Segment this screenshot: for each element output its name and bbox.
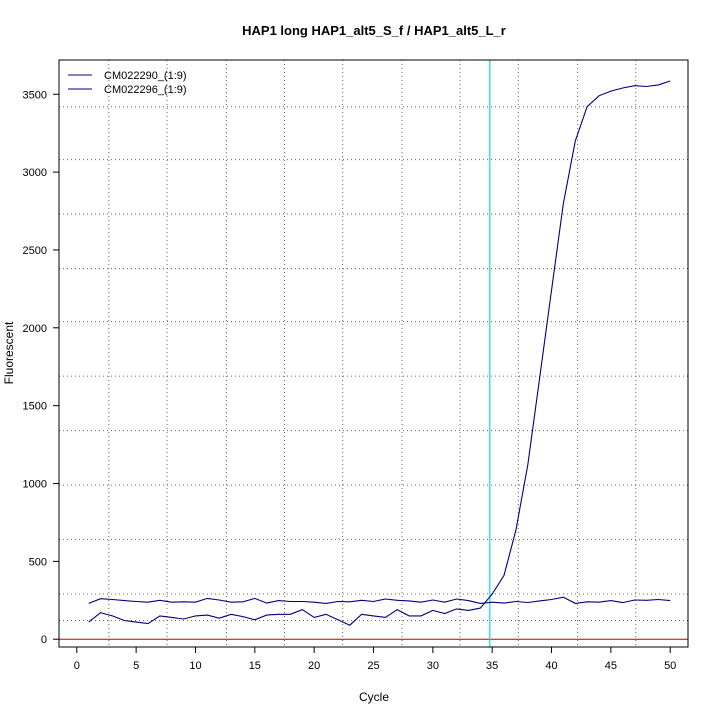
y-axis: 0 500 1000 1500 2000 2500 3000 3500 (23, 89, 59, 646)
y-tick-label: 3000 (23, 167, 47, 179)
x-axis: 0 5 10 15 20 25 30 35 40 45 50 (74, 647, 676, 672)
legend: CM022290_(1:9) CM022296_(1:9) (68, 70, 187, 96)
series-line-1 (88, 596, 671, 604)
x-tick-label: 10 (189, 660, 201, 672)
chart-title: HAP1 long HAP1_alt5_S_f / HAP1_alt5_L_r (242, 23, 506, 38)
y-tick-label: 1000 (23, 479, 47, 491)
x-tick-label: 40 (545, 660, 557, 672)
y-tick-label: 0 (41, 634, 47, 646)
legend-label: CM022290_(1:9) (104, 70, 187, 82)
grid-layer (59, 60, 688, 647)
x-tick-label: 45 (605, 660, 617, 672)
y-tick-label: 2500 (23, 245, 47, 257)
plot-frame (58, 59, 689, 648)
y-tick-label: 3500 (23, 89, 47, 101)
y-tick-label: 1500 (23, 401, 47, 413)
x-tick-label: 35 (486, 660, 498, 672)
series-line-2 (88, 80, 671, 626)
series-layer (88, 80, 671, 626)
legend-label: CM022296_(1:9) (104, 84, 187, 96)
x-tick-label: 15 (249, 660, 261, 672)
y-axis-label: Fluorescent (2, 321, 16, 384)
x-tick-label: 20 (308, 660, 320, 672)
x-tick-label: 30 (427, 660, 439, 672)
x-tick-label: 0 (74, 660, 80, 672)
x-axis-label: Cycle (359, 690, 389, 704)
x-tick-label: 50 (664, 660, 676, 672)
y-tick-label: 2000 (23, 323, 47, 335)
x-tick-label: 5 (133, 660, 139, 672)
x-tick-label: 25 (367, 660, 379, 672)
y-tick-label: 500 (29, 556, 47, 568)
reference-lines (59, 60, 688, 647)
